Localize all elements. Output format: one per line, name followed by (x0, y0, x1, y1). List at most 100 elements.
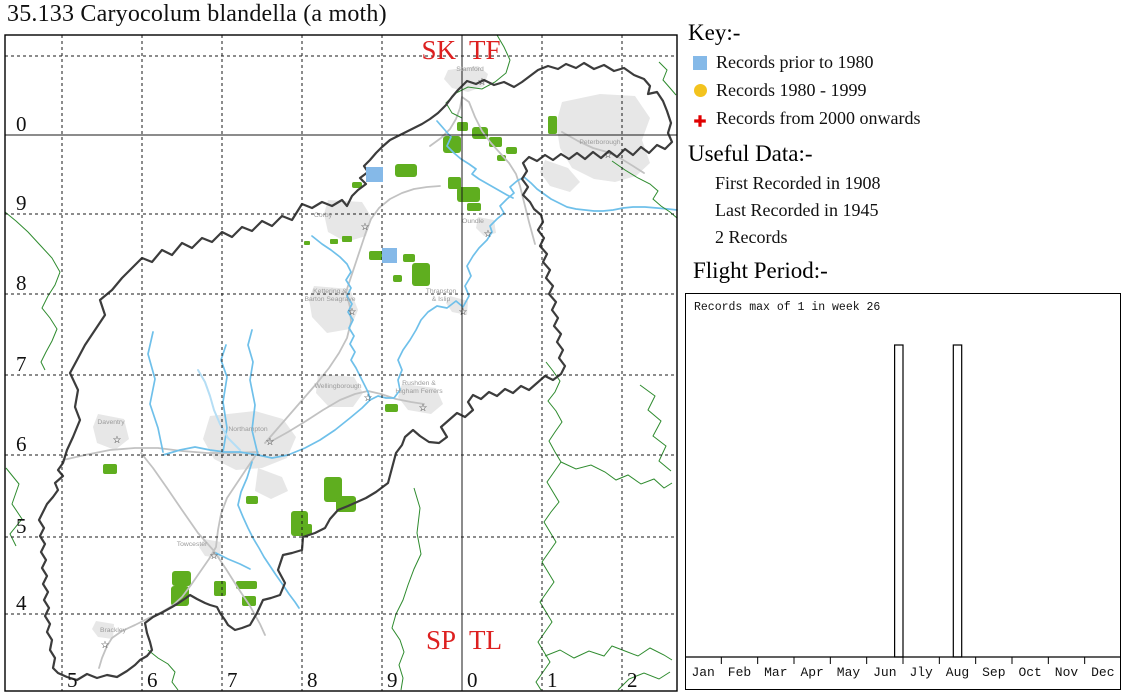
town-star-icon: ☆ (113, 435, 122, 446)
grid-letter-tf: TF (469, 35, 501, 65)
town-star-icon: ☆ (604, 150, 613, 161)
easting-label: 2 (627, 668, 638, 692)
northing-label: 8 (16, 271, 27, 295)
river-branch-west (147, 331, 164, 453)
red-cross-icon (693, 112, 707, 127)
northing-label: 6 (16, 432, 27, 456)
town: Stamford ☆ (456, 66, 486, 88)
town: Wellingborough☆ (314, 383, 372, 404)
river-branch-northampton (247, 329, 259, 456)
flight-bar-week-33 (952, 344, 963, 658)
town-label: Brackley (100, 627, 127, 634)
map-border (4, 34, 678, 692)
urban-northampton-se (255, 468, 288, 499)
town-star-icon: ☆ (364, 393, 373, 404)
easting-label: 0 (467, 668, 478, 692)
useful-data-heading: Useful Data:- (688, 141, 813, 166)
yellow-circle-icon (694, 84, 707, 97)
month-label-jun: Jun (873, 665, 896, 680)
map-grid (4, 34, 678, 692)
first-recorded: First Recorded in 1908 (715, 173, 881, 193)
key-heading: Key:- (688, 20, 741, 45)
town-label: Northampton (228, 426, 268, 433)
urban-peterborough (556, 94, 650, 182)
road-a1 (461, 96, 536, 245)
grid-letter-tl: TL (469, 625, 502, 655)
town-label: Peterborough (579, 139, 620, 146)
flight-period-chart: Records max of 1 in week 26 Jan Feb Mar Apr M… (684, 293, 1122, 695)
northing-label: 9 (16, 191, 27, 215)
record-square (366, 167, 383, 182)
town: Towcester☆ (177, 541, 219, 562)
road-a5 (140, 452, 266, 636)
town-star-icon: ☆ (484, 229, 493, 240)
town-label: Daventry (97, 419, 125, 426)
northing-label: 0 (16, 112, 27, 136)
month-label-apr: Apr (800, 665, 823, 680)
month-label-jly: Jly (909, 665, 933, 680)
town-label: Thrapston & Islip (426, 288, 457, 303)
river-branch-mid (220, 344, 228, 453)
river-welland (436, 120, 514, 199)
town-star-icon: ☆ (459, 307, 468, 318)
urban-stamford (444, 66, 488, 92)
legend-item-pre1980: Records prior to 1980 (693, 52, 873, 73)
town: Daventry ☆ (97, 419, 125, 446)
town: Kettering & Barton Seagrave ☆ (304, 288, 356, 318)
grid-axis-labels: 0 9 8 7 6 5 4 5 6 7 8 9 0 1 2 SK TF SP TL (16, 35, 638, 692)
town-star-icon: ☆ (478, 77, 487, 88)
road-a43-south (98, 451, 259, 669)
legend-item-1980-1999: Records 1980 - 1999 (693, 80, 866, 101)
rivers (147, 120, 678, 609)
town: Corby ☆ (314, 212, 370, 233)
town: Northampton ☆ (228, 426, 274, 448)
town-label: Oundle (462, 218, 484, 225)
grid-letter-sp: SP (426, 625, 456, 655)
month-label-aug: Aug (946, 665, 969, 680)
town-star-icon: ☆ (361, 222, 370, 233)
town-label: Corby (314, 212, 333, 219)
canal (197, 369, 241, 451)
road-a45-west (62, 447, 257, 461)
month-label-oct: Oct (1018, 665, 1041, 680)
town-label: Wellingborough (314, 383, 361, 390)
town-star-icon: ☆ (348, 307, 357, 318)
month-label-sep: Sep (982, 665, 1005, 680)
town-labels: Stamford☆Peterborough☆Corby☆Oundle☆Kette… (97, 66, 620, 651)
legend-label: Records prior to 1980 (716, 52, 874, 72)
easting-label: 1 (547, 668, 558, 692)
easting-label: 6 (147, 668, 158, 692)
town-star-icon: ☆ (419, 403, 428, 414)
record-square (382, 248, 397, 263)
legend-label: Records from 2000 onwards (716, 108, 921, 128)
town-label: Towcester (177, 541, 208, 548)
urban-northampton (203, 411, 296, 470)
town: Rushden & Higham Ferrers ☆ (395, 380, 443, 414)
county-boundary (37, 61, 674, 682)
woodland-patches (103, 116, 557, 606)
month-label-nov: Nov (1055, 665, 1079, 680)
town-label: Stamford (456, 66, 484, 73)
record-count: 2 Records (715, 227, 788, 247)
river-ise (311, 235, 371, 399)
month-label-dec: Dec (1091, 665, 1114, 680)
blue-square-icon (693, 55, 707, 70)
flight-bar-week-26 (894, 344, 904, 658)
town: Peterborough ☆ (579, 139, 620, 161)
chart-title: Records max of 1 in week 26 (694, 301, 880, 314)
river-nene (162, 176, 678, 459)
legend-label: Records 1980 - 1999 (716, 80, 867, 100)
northing-label: 4 (16, 591, 27, 615)
month-label-may: May (837, 665, 861, 680)
urban-areas (92, 66, 650, 639)
month-label-mar: Mar (764, 665, 787, 680)
urban-brackley (92, 621, 114, 639)
month-label-jan: Jan (691, 665, 714, 680)
town: Thrapston & Islip☆ (426, 288, 468, 318)
road-stamford (429, 96, 463, 147)
urban-daventry (93, 414, 129, 450)
grid-letter-sk: SK (421, 35, 456, 65)
road-a45-east (269, 390, 425, 443)
easting-label: 9 (387, 668, 398, 692)
